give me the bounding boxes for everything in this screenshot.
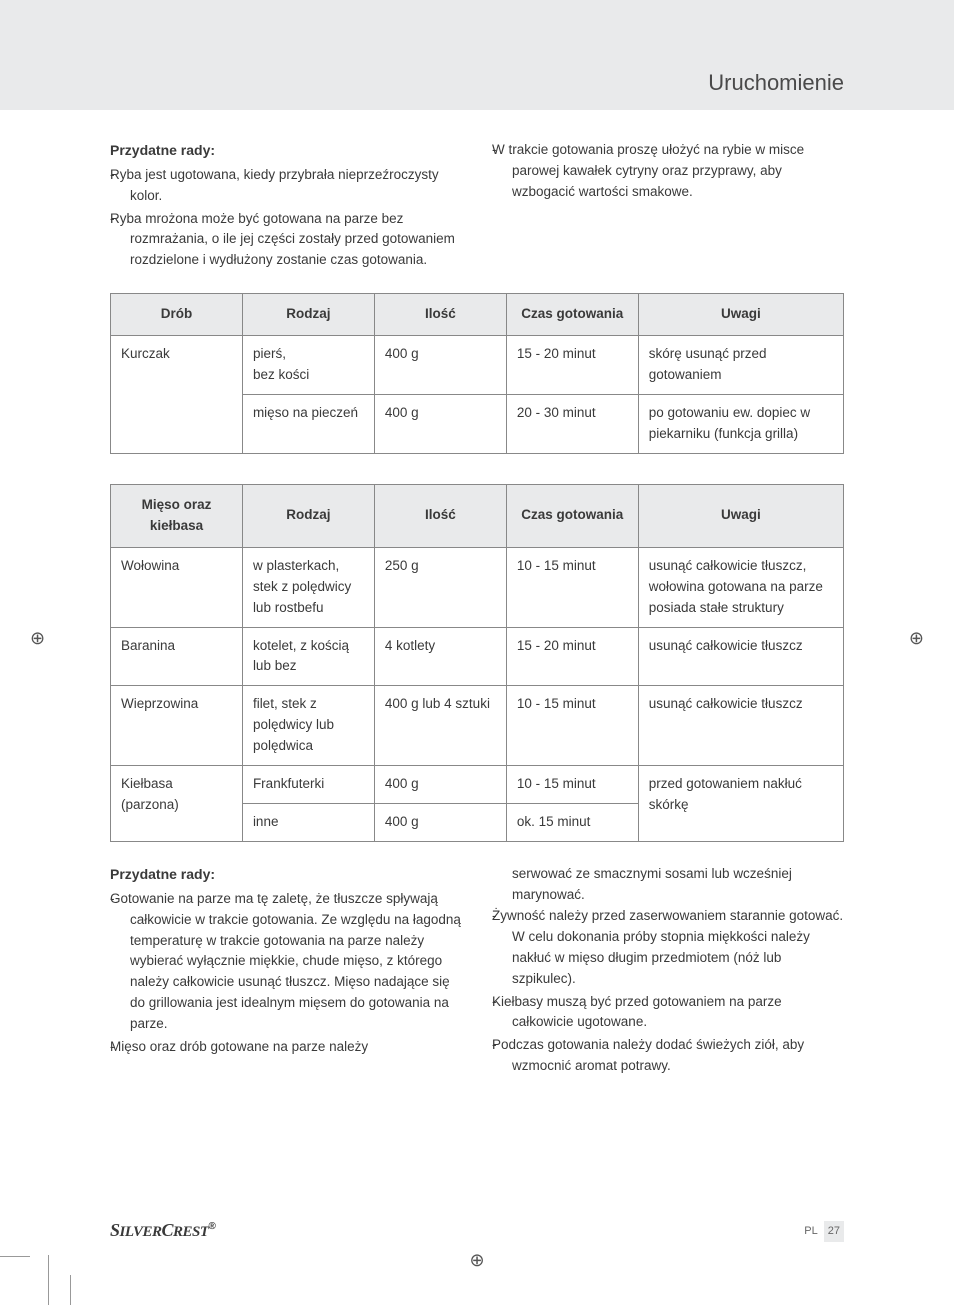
tips-block-2: Przydatne rady: Gotowanie na parze ma tę… <box>110 864 844 1079</box>
poultry-table: Drób Rodzaj Ilość Czas gotowania Uwagi K… <box>110 293 844 454</box>
tip-continuation: serwować ze smacznymi sosami lub wcześni… <box>492 864 844 906</box>
tip-item: W trakcie gotowania proszę ułożyć na ryb… <box>512 140 844 203</box>
section-title: Uruchomienie <box>708 66 844 100</box>
cell: 10 - 15 minut <box>506 547 638 627</box>
cell: 4 kotlety <box>374 627 506 686</box>
col-header: Czas gotowania <box>506 484 638 547</box>
cell: 10 - 15 minut <box>506 686 638 766</box>
cell: mięso na pieczeń <box>242 395 374 454</box>
tips-heading: Przydatne rady: <box>110 140 462 162</box>
cell: usunąć całkowicie tłuszcz <box>638 686 843 766</box>
col-header: Ilość <box>374 294 506 336</box>
col-header: Rodzaj <box>242 484 374 547</box>
cell: kotelet, z kością lub bez <box>242 627 374 686</box>
cell: 20 - 30 minut <box>506 395 638 454</box>
cell: pierś,bez kości <box>242 336 374 395</box>
cell: filet, stek z polędwicy lub polędwica <box>242 686 374 766</box>
cell: inne <box>242 804 374 842</box>
col-header: Czas gotowania <box>506 294 638 336</box>
tips-list: Gotowanie na parze ma tę zaletę, że tłus… <box>110 889 462 1058</box>
cell: 15 - 20 minut <box>506 336 638 395</box>
cell: 400 g <box>374 336 506 395</box>
cell: ok. 15 minut <box>506 804 638 842</box>
page-number: PL 27 <box>804 1221 844 1242</box>
col-header: Ilość <box>374 484 506 547</box>
tips-heading: Przydatne rady: <box>110 864 462 886</box>
page-footer: SILVERCREST® PL 27 <box>110 1217 844 1245</box>
table-row: Kurczak pierś,bez kości 400 g 15 - 20 mi… <box>111 336 844 395</box>
tip-item: Podczas gotowania należy dodać świeżych … <box>512 1035 844 1077</box>
cell: 400 g lub 4 sztuki <box>374 686 506 766</box>
cell: 400 g <box>374 804 506 842</box>
cell: usunąć całkowicie tłuszcz <box>638 627 843 686</box>
table-header-row: Drób Rodzaj Ilość Czas gotowania Uwagi <box>111 294 844 336</box>
registration-mark-icon: ⊕ <box>30 625 45 653</box>
table-header-row: Mięso oraz kiełbasa Rodzaj Ilość Czas go… <box>111 484 844 547</box>
cell: usunąć całkowicie tłuszcz, wołowina goto… <box>638 547 843 627</box>
cell: skórę usunąć przed gotowaniem <box>638 336 843 395</box>
registration-mark-icon: ⊕ <box>469 1247 484 1275</box>
tips-block-1: Przydatne rady: Ryba jest ugotowana, kie… <box>110 140 844 273</box>
col-header: Rodzaj <box>242 294 374 336</box>
cell: 400 g <box>374 395 506 454</box>
registration-mark-icon: ⊕ <box>909 625 924 653</box>
tip-item: Mięso oraz drób gotowane na parze należy <box>130 1037 462 1058</box>
tips-list: Żywność należy przed zaserwowaniem stara… <box>492 906 844 1077</box>
col-header: Uwagi <box>638 484 843 547</box>
tip-item: Gotowanie na parze ma tę zaletę, że tłus… <box>130 889 462 1035</box>
tips-list: Ryba jest ugotowana, kiedy przybrała nie… <box>110 165 462 272</box>
col-header: Mięso oraz kiełbasa <box>111 484 243 547</box>
table-row: Wieprzowina filet, stek z polędwicy lub … <box>111 686 844 766</box>
cell: w plasterkach, stek z polędwicy lub rost… <box>242 547 374 627</box>
tip-item: Ryba jest ugotowana, kiedy przybrała nie… <box>130 165 462 207</box>
header-band: Uruchomienie <box>0 0 954 110</box>
tip-item: Żywność należy przed zaserwowaniem stara… <box>512 906 844 990</box>
meat-table: Mięso oraz kiełbasa Rodzaj Ilość Czas go… <box>110 484 844 842</box>
tip-item: Kiełbasy muszą być przed gotowaniem na p… <box>512 992 844 1034</box>
cell: Wołowina <box>111 547 243 627</box>
col-header: Uwagi <box>638 294 843 336</box>
cell: po gotowaniu ew. dopiec w piekarniku (fu… <box>638 395 843 454</box>
table-row: Wołowina w plasterkach, stek z polędwicy… <box>111 547 844 627</box>
cell: Frankfuterki <box>242 766 374 804</box>
cell: Baranina <box>111 627 243 686</box>
tips-list: W trakcie gotowania proszę ułożyć na ryb… <box>492 140 844 203</box>
cell: 400 g <box>374 766 506 804</box>
col-header: Drób <box>111 294 243 336</box>
table-row: Baranina kotelet, z kością lub bez 4 kot… <box>111 627 844 686</box>
cell: 250 g <box>374 547 506 627</box>
cell: 10 - 15 minut <box>506 766 638 804</box>
cell: 15 - 20 minut <box>506 627 638 686</box>
table-row: Kiełbasa (parzona) Frankfuterki 400 g 10… <box>111 766 844 804</box>
cell: przed gotowaniem nakłuć skórkę <box>638 766 843 842</box>
cell: Kiełbasa (parzona) <box>111 766 243 842</box>
tip-item: Ryba mrożona może być gotowana na parze … <box>130 209 462 272</box>
cell: Wieprzowina <box>111 686 243 766</box>
cell: Kurczak <box>111 336 243 454</box>
brand-logo: SILVERCREST® <box>110 1217 215 1245</box>
